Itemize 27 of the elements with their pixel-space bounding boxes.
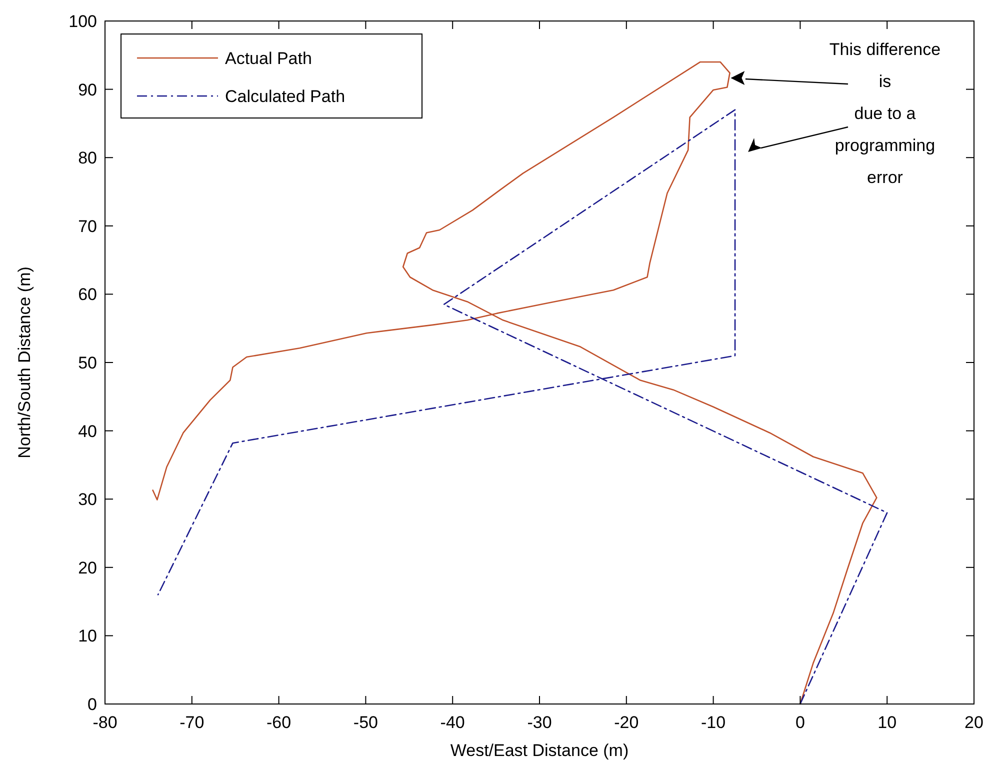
x-axis-title: West/East Distance (m): [450, 741, 629, 760]
y-tick-label: 20: [78, 558, 97, 578]
annotation: This difference is due to a programming error: [829, 40, 941, 187]
x-tick-label: -50: [353, 713, 378, 732]
x-tick-label: -30: [527, 713, 552, 732]
legend-label: Actual Path: [225, 49, 312, 68]
y-tick-label: 30: [78, 490, 97, 510]
y-tick-label: 10: [78, 626, 97, 646]
x-tick-label: -80: [92, 713, 118, 732]
y-tick-label: 0: [88, 695, 97, 714]
x-tick-label: -70: [180, 713, 204, 732]
y-tick-label: 40: [78, 422, 97, 441]
legend-label: Calculated Path: [225, 87, 346, 106]
x-tick-label: -60: [266, 713, 292, 732]
x-tick-label: 20: [964, 713, 984, 732]
y-tick-label: 80: [78, 148, 97, 168]
x-tick-label: 10: [878, 713, 897, 732]
x-tick-label: -20: [614, 713, 639, 732]
y-tick-label: 90: [78, 80, 97, 100]
y-axis-title: North/South Distance (m): [15, 266, 34, 458]
y-tick-label: 50: [78, 354, 97, 372]
y-tick-label: 100: [68, 12, 97, 31]
y-tick-label: 70: [78, 216, 97, 236]
x-tick-label: -40: [440, 713, 465, 732]
y-tick-label: 60: [78, 285, 97, 304]
x-tick-label: -10: [701, 713, 726, 732]
x-tick-label: 0: [795, 713, 805, 732]
